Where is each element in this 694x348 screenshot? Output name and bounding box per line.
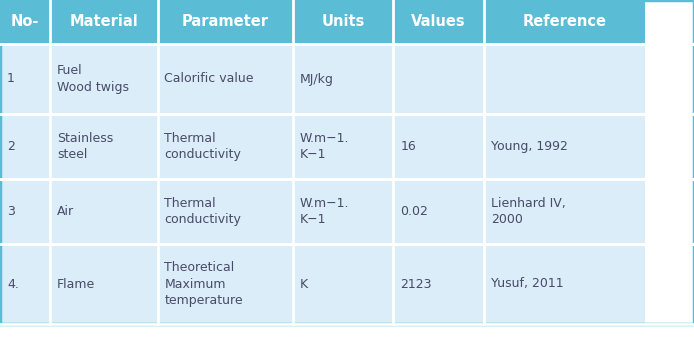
Bar [393,44,484,114]
Bar [393,179,484,244]
Text: No-: No- [11,15,39,30]
Bar [293,179,393,244]
Bar [393,0,484,44]
Bar [158,179,293,244]
Bar [0,44,50,114]
Text: Units: Units [321,15,365,30]
Text: 16: 16 [400,140,416,153]
Text: Lienhard IV,
2000: Lienhard IV, 2000 [491,197,566,226]
Bar [293,244,393,324]
Bar [0,179,50,244]
Bar [50,244,158,324]
Text: Air: Air [57,205,74,218]
Text: Yusuf, 2011: Yusuf, 2011 [491,277,564,291]
Bar [484,179,645,244]
Bar [293,114,393,179]
Text: Reference: Reference [523,15,607,30]
Text: 4.: 4. [7,277,19,291]
Text: W.m−1.
K−1: W.m−1. K−1 [300,132,349,161]
Bar [158,44,293,114]
Bar [393,244,484,324]
Bar [484,114,645,179]
Text: Thermal
conductivity: Thermal conductivity [164,197,242,226]
Text: W.m−1.
K−1: W.m−1. K−1 [300,197,349,226]
Text: 1: 1 [7,72,15,86]
Bar [484,0,645,44]
Text: 0.02: 0.02 [400,205,428,218]
Text: Fuel
Wood twigs: Fuel Wood twigs [57,64,129,94]
Text: Calorific value: Calorific value [164,72,254,86]
Text: Stainless
steel: Stainless steel [57,132,113,161]
Text: 3: 3 [7,205,15,218]
Text: 2: 2 [7,140,15,153]
Bar [158,114,293,179]
Bar [0,0,50,44]
Text: Material: Material [69,15,138,30]
Bar [50,44,158,114]
Bar [484,44,645,114]
Text: K: K [300,277,308,291]
Text: Parameter: Parameter [182,15,269,30]
Bar [293,0,393,44]
Text: Values: Values [412,15,466,30]
Bar [393,114,484,179]
Bar [158,0,293,44]
Bar [484,244,645,324]
Text: 2123: 2123 [400,277,432,291]
Bar [50,179,158,244]
Bar [293,44,393,114]
Bar [50,0,158,44]
Bar [0,244,50,324]
Text: Thermal
conductivity: Thermal conductivity [164,132,242,161]
Bar [50,114,158,179]
Text: Young, 1992: Young, 1992 [491,140,568,153]
Text: Flame: Flame [57,277,95,291]
Bar [0,114,50,179]
Text: MJ/kg: MJ/kg [300,72,334,86]
Text: Theoretical
Maximum
temperature: Theoretical Maximum temperature [164,261,243,307]
Bar [158,244,293,324]
